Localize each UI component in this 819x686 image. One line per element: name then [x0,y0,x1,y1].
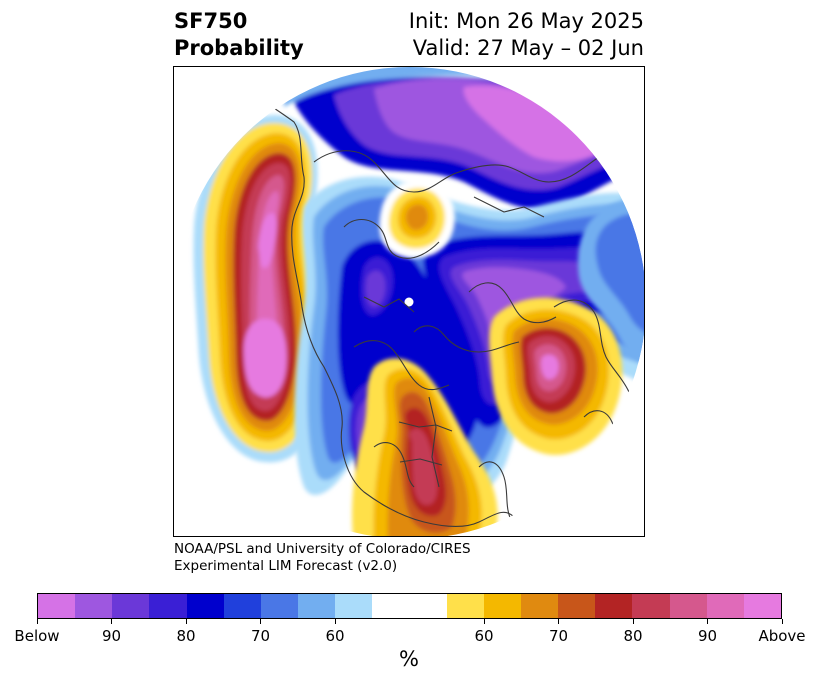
north-pole-marker [404,297,414,307]
map-disk [174,67,644,536]
colorbar-segment [186,594,224,618]
init-date: Init: Mon 26 May 2025 [408,9,644,33]
colorbar-segment [75,594,113,618]
arctic-negative-anomaly [284,67,644,210]
credit-line-2: Experimental LIM Forecast (v2.0) [174,558,398,574]
credit-text: NOAA/PSL and University of Colorado/CIRE… [174,541,471,575]
colorbar-tick-label: 90 [697,627,718,645]
colorbar-tick-mark [185,619,187,624]
colorbar-segment [706,594,744,618]
colorbar-tick-label: 80 [623,627,643,645]
greenland-positive-anomaly [379,179,455,259]
colorbar-tick-mark [111,619,112,624]
colorbar-segment [335,594,373,618]
colorbar-segment [372,594,447,618]
colorbar-segment [483,594,522,618]
colorbar-segment [632,594,670,618]
colorbar-tick-label: 60 [474,627,494,645]
colorbar-tick-mark [334,619,336,624]
east-us-positive-anomaly [352,358,498,536]
colorbar-segment [669,594,707,618]
probability-title: Probability [174,36,304,60]
colorbar-tick-mark [558,619,559,624]
colorbar-tick-label: 60 [325,627,345,645]
title-right: Init: Mon 26 May 2025 Valid: 27 May – 02… [409,8,644,62]
colorbar-segment [558,594,596,618]
colorbar-tick-mark [632,619,634,624]
colorbar-segment [595,594,633,618]
valid-range: Valid: 27 May – 02 Jun [412,36,644,60]
pacific-positive-anomaly [193,115,330,463]
map-panel [173,66,645,537]
colorbar-segment [149,594,187,618]
credit-line-1: NOAA/PSL and University of Colorado/CIRE… [174,541,471,557]
colorbar-tick-mark [36,619,38,624]
colorbar [37,593,782,619]
colorbar-tick-mark [781,619,783,624]
colorbar-tick-label: Above [758,627,806,645]
colorbar-unit-label: % [399,647,419,671]
colorbar-tick-label: 70 [250,627,271,645]
colorbar-tick-mark [260,619,261,624]
colorbar-segment [743,594,782,618]
title-left: SF750 Probability [174,8,304,62]
colorbar-segment [298,594,336,618]
colorbar-tick-label: Below [14,627,60,645]
colorbar-tick-label: 90 [101,627,122,645]
colorbar-segment [38,594,76,618]
colorbar-segment [446,594,484,618]
colorbar-tick-mark [483,619,485,624]
colorbar-segment [260,594,299,618]
colorbar-tick-label: 70 [548,627,569,645]
colorbar-segment [223,594,261,618]
colorbar-tick-mark [707,619,708,624]
atlantic-positive-anomaly [489,297,623,456]
colorbar-segment [112,594,150,618]
probability-map [174,67,644,536]
variable-title: SF750 [174,9,248,33]
colorbar-tick-label: 80 [176,627,196,645]
colorbar-segment [521,594,559,618]
